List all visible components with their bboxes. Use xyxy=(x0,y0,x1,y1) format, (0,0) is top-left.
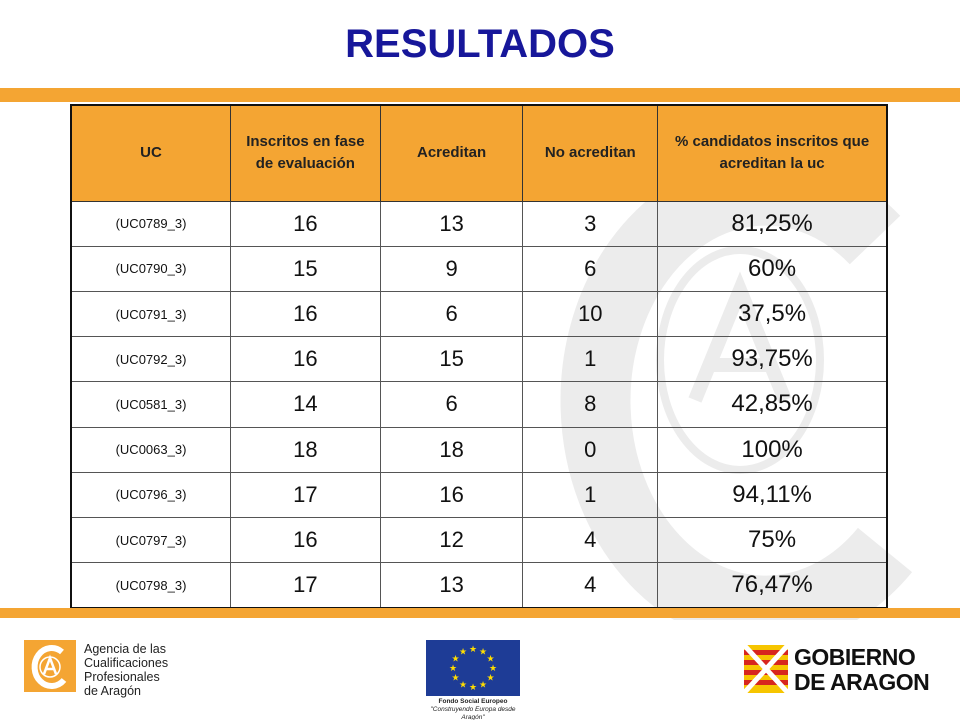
agencia-line-2: Cualificaciones xyxy=(84,656,169,670)
cell-acreditan: 13 xyxy=(379,562,524,609)
svg-text:★: ★ xyxy=(479,681,487,691)
table-row: (UC0791_3) 16 6 10 37,5% xyxy=(70,290,888,338)
cell-uc: (UC0581_3) xyxy=(70,381,232,428)
cell-porcentaje: 60% xyxy=(657,245,888,292)
svg-text:★: ★ xyxy=(469,645,477,655)
cell-uc: (UC0792_3) xyxy=(70,336,232,383)
cell-porcentaje: 94,11% xyxy=(657,471,888,519)
table-row: (UC0797_3) 16 12 4 75% xyxy=(70,517,888,564)
cell-acreditan: 12 xyxy=(379,517,524,564)
cell-uc: (UC0797_3) xyxy=(70,517,232,564)
table-row: (UC0063_3) 18 18 0 100% xyxy=(70,426,888,473)
svg-text:★: ★ xyxy=(459,681,467,691)
eu-fund-name: Fondo Social Europeo xyxy=(438,698,508,705)
table-row: (UC0581_3) 14 6 8 42,85% xyxy=(70,381,888,428)
svg-text:★: ★ xyxy=(486,655,494,665)
cell-acreditan: 18 xyxy=(379,426,524,473)
cell-acreditan: 6 xyxy=(379,381,524,428)
cell-inscritos: 16 xyxy=(230,517,381,564)
svg-text:★: ★ xyxy=(449,664,457,674)
table-row: (UC0790_3) 15 9 6 60% xyxy=(70,245,888,292)
top-orange-bar xyxy=(0,88,960,102)
cell-acreditan: 6 xyxy=(379,290,524,338)
cell-inscritos: 18 xyxy=(230,426,381,473)
cell-porcentaje: 42,85% xyxy=(657,381,888,428)
header-uc: UC xyxy=(70,104,232,202)
cell-uc: (UC0798_3) xyxy=(70,562,232,609)
svg-text:★: ★ xyxy=(451,655,459,665)
cell-no-acreditan: 3 xyxy=(522,200,659,247)
cell-porcentaje: 76,47% xyxy=(657,562,888,609)
cell-inscritos: 14 xyxy=(230,381,381,428)
agencia-logo: Agencia de las Cualificaciones Profesion… xyxy=(24,636,224,698)
cell-inscritos: 15 xyxy=(230,245,381,292)
cell-no-acreditan: 10 xyxy=(522,290,659,338)
aragon-flag-icon xyxy=(744,645,788,693)
cell-porcentaje: 100% xyxy=(657,426,888,473)
cell-no-acreditan: 4 xyxy=(522,517,659,564)
cell-porcentaje: 75% xyxy=(657,517,888,564)
header-porcentaje: % candidatos inscritos que acreditan la … xyxy=(657,104,888,202)
cell-inscritos: 17 xyxy=(230,562,381,609)
cell-acreditan: 13 xyxy=(379,200,524,247)
table-header-row: UC Inscritos en fase de evaluación Acred… xyxy=(70,104,888,202)
cell-acreditan: 9 xyxy=(379,245,524,292)
svg-text:★: ★ xyxy=(489,664,497,674)
cell-uc: (UC0791_3) xyxy=(70,290,232,338)
header-acreditan: Acreditan xyxy=(379,104,524,202)
gobierno-line-1: GOBIERNO xyxy=(794,644,916,670)
cell-no-acreditan: 4 xyxy=(522,562,659,609)
eu-flag-icon: ★ ★ ★ ★ ★ ★ ★ ★ ★ ★ ★ ★ xyxy=(426,640,520,696)
agencia-logo-icon xyxy=(24,640,76,692)
header-inscritos: Inscritos en fase de evaluación xyxy=(230,104,381,202)
svg-text:★: ★ xyxy=(486,674,494,684)
agencia-line-4: de Aragón xyxy=(84,684,141,698)
table-row: (UC0792_3) 16 15 1 93,75% xyxy=(70,336,888,383)
cell-no-acreditan: 1 xyxy=(522,471,659,519)
agencia-line-1: Agencia de las xyxy=(84,642,167,656)
eu-motto: "Construyendo Europa desde Aragón" xyxy=(430,706,516,720)
agencia-line-3: Profesionales xyxy=(84,670,160,684)
cell-inscritos: 17 xyxy=(230,471,381,519)
cell-no-acreditan: 8 xyxy=(522,381,659,428)
cell-no-acreditan: 1 xyxy=(522,336,659,383)
cell-acreditan: 15 xyxy=(379,336,524,383)
table-row: (UC0798_3) 17 13 4 76,47% xyxy=(70,562,888,609)
page-title: RESULTADOS xyxy=(345,22,615,66)
header-no-acreditan: No acreditan xyxy=(522,104,659,202)
svg-text:★: ★ xyxy=(469,683,477,693)
gobierno-logo: GOBIERNO DE ARAGON xyxy=(744,643,940,695)
cell-no-acreditan: 0 xyxy=(522,426,659,473)
table-row: (UC0789_3) 16 13 3 81,25% xyxy=(70,200,888,247)
cell-uc: (UC0796_3) xyxy=(70,471,232,519)
cell-porcentaje: 93,75% xyxy=(657,336,888,383)
svg-text:★: ★ xyxy=(459,648,467,658)
svg-text:★: ★ xyxy=(451,674,459,684)
cell-inscritos: 16 xyxy=(230,336,381,383)
cell-uc: (UC0063_3) xyxy=(70,426,232,473)
bottom-orange-bar xyxy=(0,608,960,618)
cell-uc: (UC0790_3) xyxy=(70,245,232,292)
table-row: (UC0796_3) 17 16 1 94,11% xyxy=(70,471,888,519)
cell-no-acreditan: 6 xyxy=(522,245,659,292)
cell-uc: (UC0789_3) xyxy=(70,200,232,247)
cell-porcentaje: 37,5% xyxy=(657,290,888,338)
eu-logo: ★ ★ ★ ★ ★ ★ ★ ★ ★ ★ ★ ★ Fondo Social Eur… xyxy=(423,640,523,720)
gobierno-line-2: DE ARAGON xyxy=(794,669,930,695)
cell-inscritos: 16 xyxy=(230,290,381,338)
svg-text:★: ★ xyxy=(479,648,487,658)
cell-inscritos: 16 xyxy=(230,200,381,247)
cell-porcentaje: 81,25% xyxy=(657,200,888,247)
results-table: UC Inscritos en fase de evaluación Acred… xyxy=(70,104,888,609)
cell-acreditan: 16 xyxy=(379,471,524,519)
